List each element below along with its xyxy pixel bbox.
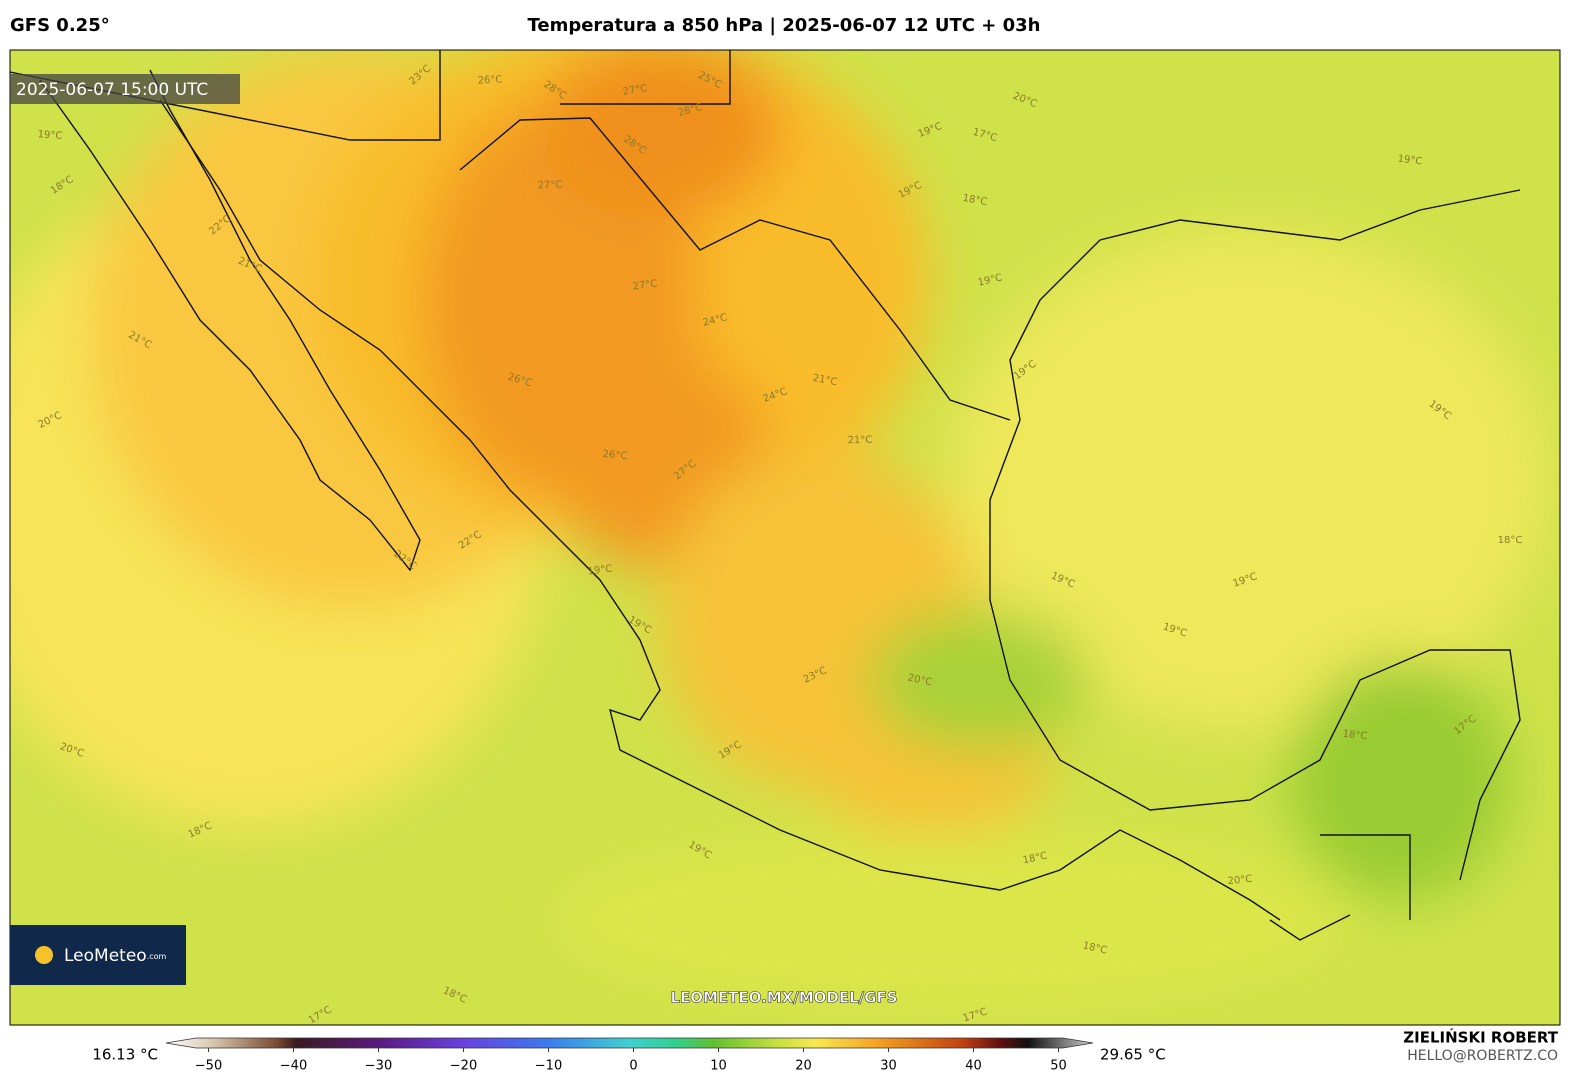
colorbar-tick-label: 30 [880, 1059, 897, 1074]
contour-label: 26°C [602, 449, 628, 462]
colorbar-tick-label: 20 [795, 1059, 812, 1074]
colorbar-tick-label: 10 [710, 1059, 727, 1074]
title: Temperatura a 850 hPa | 2025-06-07 12 UT… [527, 15, 1040, 36]
contour-label: 26°C [477, 74, 502, 86]
watermark: LEOMETEO.MX/MODEL/GFS [670, 989, 897, 1007]
logo: LeoMeteo.com [64, 946, 167, 966]
colorbar-min: 16.13 °C [92, 1046, 158, 1064]
colorbar-tick-label: −40 [280, 1059, 307, 1074]
colorbar-tick-label: 40 [965, 1059, 982, 1074]
logo-sun [35, 946, 53, 964]
contour-label: 19°C [587, 564, 613, 578]
contour-label: 18°C [1342, 729, 1368, 743]
contour-label: 20°C [1227, 874, 1253, 888]
timestamp-box [10, 74, 240, 104]
valid-time: 2025-06-07 15:00 UTC [16, 80, 208, 100]
contour-label: 21°C [848, 435, 873, 446]
colorbar: −50 −40 −30 −20 −10 0 10 20 30 40 50 [165, 1037, 1094, 1074]
contour-label: 19°C [1397, 154, 1423, 168]
contour-label: 19°C [37, 129, 62, 142]
contour-label: 20°C [907, 673, 933, 689]
contour-label: 27°C [537, 180, 562, 192]
contour-label: 18°C [1082, 940, 1109, 956]
contour-label: 19°C [977, 272, 1004, 288]
colorbar-tick-label: 50 [1050, 1059, 1067, 1074]
email: HELLO@ROBERTZ.CO [1407, 1048, 1558, 1064]
logo-name: LeoMeteo [64, 946, 147, 966]
contour-label: 27°C [622, 83, 648, 98]
contour-label: 18°C [1022, 851, 1048, 867]
author: ZIELIŃSKI ROBERT [1403, 1028, 1558, 1047]
logo-suffix: .com [147, 952, 167, 961]
colorbar-tick-label: −10 [535, 1059, 562, 1074]
colorbar-tick-label: 0 [629, 1059, 637, 1074]
colorbar-tick-label: −50 [195, 1059, 222, 1074]
colorbar-tick-label: −30 [365, 1059, 392, 1074]
colorbar-bar [165, 1037, 1094, 1049]
contour-label: 27°C [632, 278, 658, 292]
map-frame [9, 49, 1561, 1026]
contour-label: 18°C [962, 193, 988, 208]
contour-label: 21°C [812, 373, 838, 389]
colorbar-tick-label: −20 [450, 1059, 477, 1074]
model-label: GFS 0.25° [10, 15, 110, 36]
contour-label: 18°C [1498, 535, 1523, 546]
map-area [10, 50, 1560, 1025]
colorbar-max: 29.65 °C [1100, 1046, 1166, 1064]
